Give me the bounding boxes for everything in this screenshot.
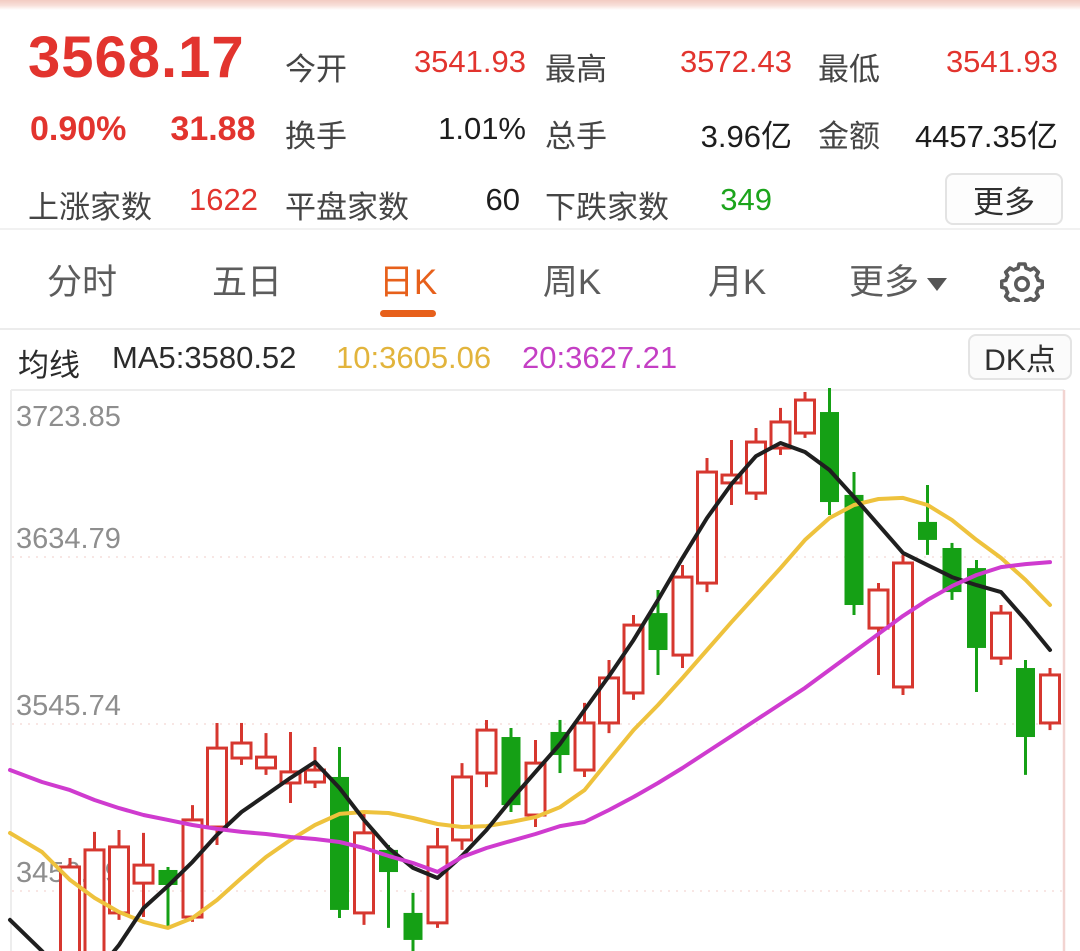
svg-text:3723.85: 3723.85	[16, 401, 121, 433]
breadth-label-advancers: 上涨家数	[28, 190, 152, 225]
stat-value-low: 3541.93	[945, 44, 1058, 79]
breadth-value-decliners: 349	[720, 182, 772, 217]
ma-title: 均线	[18, 348, 80, 383]
stat-value-turnover: 1.01%	[438, 111, 526, 146]
tab-more[interactable]: 更多	[848, 254, 948, 305]
tab-daily-k[interactable]: 日K	[378, 263, 438, 302]
stat-label-high: 最高	[545, 52, 607, 87]
active-tab-underline	[380, 310, 436, 317]
ma-legend-bar: 均线 MA5:3580.52 10:3605.06 20:3627.21 DK点	[0, 330, 1080, 388]
tab-minute[interactable]: 分时	[46, 263, 118, 302]
price-change-row: 0.90% 31.88	[30, 110, 300, 149]
quote-header: 3568.17 0.90% 31.88 今开 3541.93 最高 3572.43…	[0, 10, 1080, 230]
chart-tab-bar: 分时 五日 日K 周K 月K 更多	[0, 230, 1080, 330]
page-top-strip	[0, 0, 1080, 10]
stat-value-amount: 4457.35亿	[914, 119, 1058, 154]
change-percent: 0.90%	[30, 110, 127, 148]
gear-icon[interactable]	[1000, 258, 1044, 302]
stat-value-open: 3541.93	[413, 44, 526, 79]
tab-weekly-k[interactable]: 周K	[542, 263, 602, 302]
more-button[interactable]: 更多	[945, 173, 1063, 225]
current-price: 3568.17	[28, 25, 245, 90]
stat-label-volume: 总手	[545, 119, 607, 154]
stat-value-high: 3572.43	[679, 44, 792, 79]
ma5-legend: MA5:3580.52	[112, 340, 297, 375]
stat-value-volume: 3.96亿	[700, 119, 792, 154]
tab-more-label: 更多	[848, 263, 920, 302]
svg-text:3545.74: 3545.74	[16, 690, 121, 722]
svg-text:3634.79: 3634.79	[16, 523, 121, 555]
breadth-value-advancers: 1622	[189, 182, 258, 217]
stat-label-amount: 金额	[818, 119, 880, 154]
ma10-legend: 10:3605.06	[336, 340, 492, 375]
dk-point-button[interactable]: DK点	[968, 334, 1072, 380]
ma20-legend: 20:3627.21	[522, 340, 678, 375]
stat-label-low: 最低	[818, 52, 880, 87]
stat-label-open: 今开	[285, 52, 347, 87]
tab-monthly-k[interactable]: 月K	[707, 263, 767, 302]
stat-label-turnover: 换手	[285, 119, 347, 154]
caret-down-icon	[927, 278, 948, 292]
breadth-label-decliners: 下跌家数	[545, 190, 669, 225]
breadth-value-unchanged: 60	[485, 182, 520, 217]
tab-five-day[interactable]: 五日	[211, 263, 283, 302]
change-absolute: 31.88	[170, 110, 256, 148]
breadth-label-unchanged: 平盘家数	[285, 190, 409, 225]
